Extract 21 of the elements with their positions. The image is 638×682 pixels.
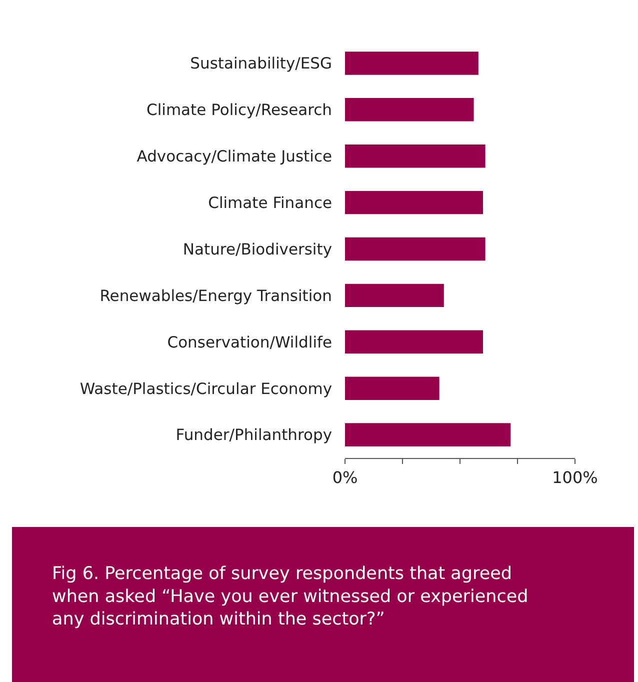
y-tick-label: Funder/Philanthropy bbox=[176, 426, 332, 444]
y-tick-label: Renewables/Energy Transition bbox=[100, 286, 332, 305]
y-tick-label: Waste/Plastics/Circular Economy bbox=[80, 380, 332, 398]
bar bbox=[345, 284, 444, 308]
y-tick-label: Climate Finance bbox=[208, 194, 332, 212]
bar bbox=[345, 98, 474, 122]
bar bbox=[345, 330, 483, 354]
bar bbox=[345, 190, 483, 214]
caption: Fig 6. Percentage of survey respondents that agreed when asked “Have you ever witnessed or experienced any discrimination within the sector?” bbox=[52, 564, 528, 630]
y-tick-label: Nature/Biodiversity bbox=[182, 240, 332, 258]
y-tick-label: Sustainability/ESG bbox=[190, 54, 332, 73]
bar bbox=[345, 423, 511, 446]
x-tick-label: 100% bbox=[552, 468, 598, 488]
y-tick-label: Conservation/Wildlife bbox=[167, 333, 332, 352]
y-tick-label: Advocacy/Climate Justice bbox=[136, 148, 332, 166]
x-tick-label: 0% bbox=[332, 468, 358, 488]
bar bbox=[345, 52, 478, 75]
y-tick-label: Climate Policy/Research bbox=[146, 101, 332, 120]
bar bbox=[345, 237, 486, 261]
bar bbox=[345, 376, 440, 400]
bar bbox=[345, 144, 486, 168]
